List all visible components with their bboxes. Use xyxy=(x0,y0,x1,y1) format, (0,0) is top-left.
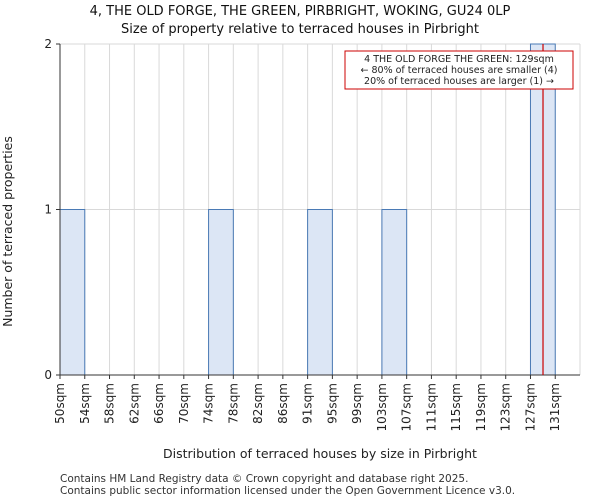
y-tick-label: 2 xyxy=(44,37,52,51)
x-tick-label: 95sqm xyxy=(325,383,339,424)
annotation-line-1: 4 THE OLD FORGE THE GREEN: 129sqm xyxy=(364,54,554,65)
x-tick-label: 103sqm xyxy=(375,383,389,431)
bar-91sqm xyxy=(307,209,333,376)
x-tick-label: 115sqm xyxy=(449,383,463,431)
footer-copyright: Contains HM Land Registry data © Crown c… xyxy=(60,473,469,485)
chart-title: 4, THE OLD FORGE, THE GREEN, PIRBRIGHT, … xyxy=(89,4,511,19)
x-tick-label: 58sqm xyxy=(103,383,117,424)
x-tick-label: 99sqm xyxy=(350,383,364,424)
x-tick-label: 78sqm xyxy=(226,383,240,424)
y-axis-title: Number of terraced properties xyxy=(0,136,15,327)
x-tick-label: 91sqm xyxy=(301,383,315,424)
footer-licence: Contains public sector information licen… xyxy=(60,485,516,497)
x-tick-label: 86sqm xyxy=(276,383,290,424)
bar-74sqm xyxy=(208,209,234,376)
x-tick-label: 107sqm xyxy=(400,383,414,431)
annotation-line-3: 20% of terraced houses are larger (1) → xyxy=(364,76,554,87)
y-tick-label: 0 xyxy=(44,368,52,382)
x-tick-label: 62sqm xyxy=(127,383,141,424)
chart-subtitle: Size of property relative to terraced ho… xyxy=(120,22,480,37)
annotation-line-2: ← 80% of terraced houses are smaller (4) xyxy=(361,65,558,76)
x-axis-title: Distribution of terraced houses by size … xyxy=(163,446,477,461)
x-tick-label: 127sqm xyxy=(523,383,537,431)
x-tick-label: 82sqm xyxy=(251,383,265,424)
x-tick-label: 123sqm xyxy=(499,383,513,431)
x-tick-label: 50sqm xyxy=(53,383,67,424)
annotation-box xyxy=(344,50,574,90)
bar-50sqm xyxy=(59,209,86,376)
x-tick-label: 70sqm xyxy=(177,383,191,424)
x-tick-label: 54sqm xyxy=(78,383,92,424)
x-tick-label: 131sqm xyxy=(548,383,562,431)
bar-103sqm xyxy=(381,209,408,376)
x-tick-label: 66sqm xyxy=(152,383,166,424)
y-tick-label: 1 xyxy=(44,203,52,217)
x-tick-label: 74sqm xyxy=(202,383,216,424)
x-tick-label: 111sqm xyxy=(424,383,438,431)
x-tick-label: 119sqm xyxy=(474,383,488,431)
